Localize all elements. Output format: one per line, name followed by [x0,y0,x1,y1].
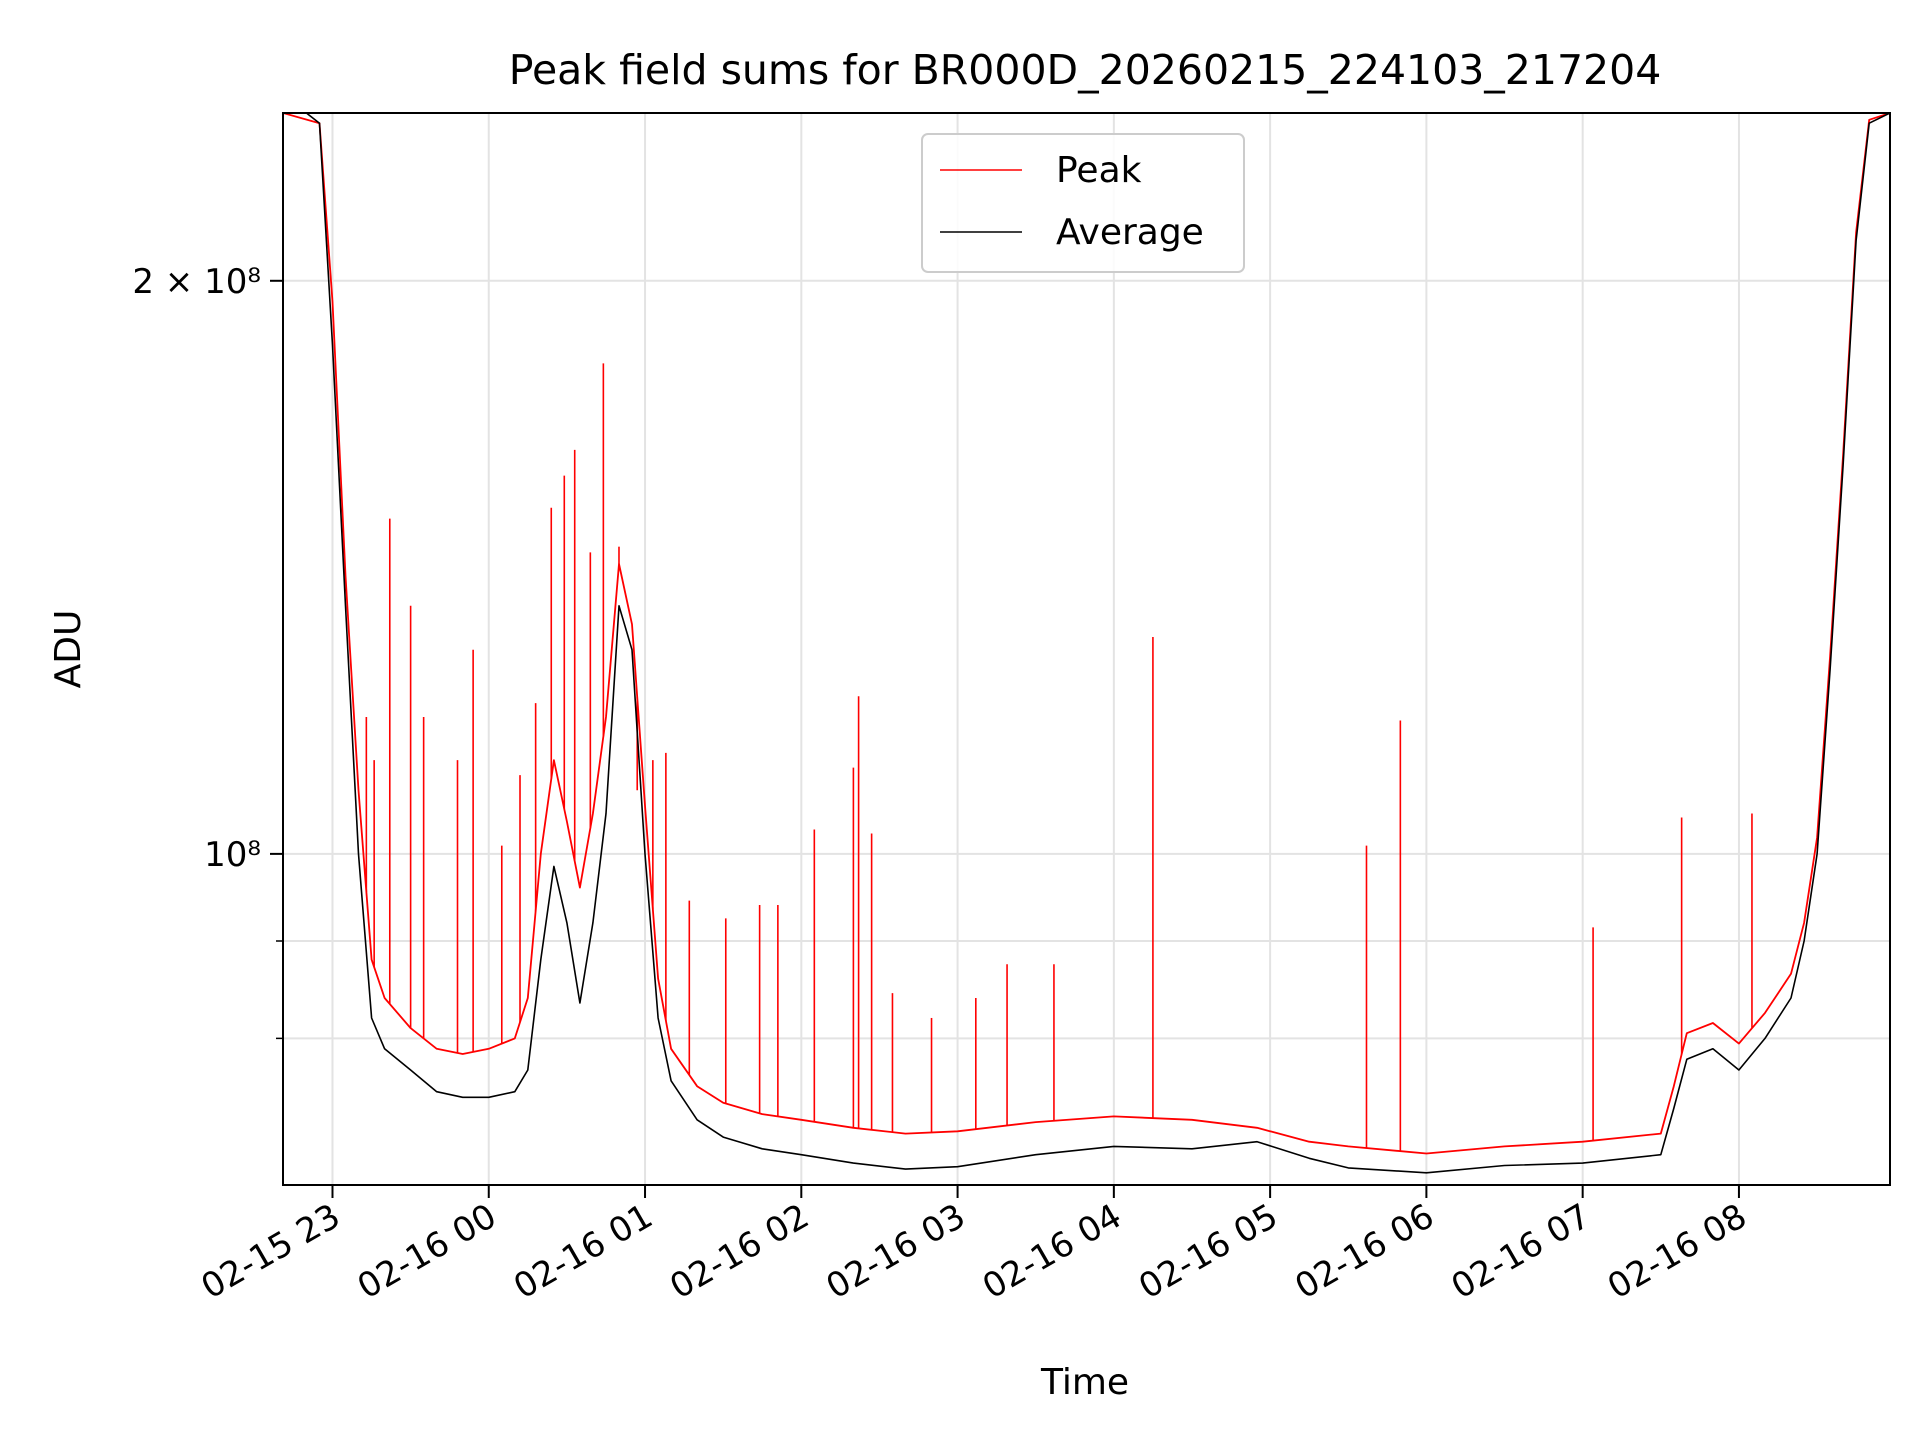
y-axis: 10⁸ 2 × 10⁸ [132,262,283,1040]
y-tick-label: 2 × 10⁸ [132,262,261,302]
series-layer [283,113,1890,1174]
legend: Peak Average [921,133,1245,273]
series-line-average [283,113,1890,1174]
grid [283,113,1890,1185]
x-axis-label: Time [1040,1362,1129,1403]
plot-frame [282,112,1891,1186]
legend-box [921,133,1245,273]
series-line-peak [283,113,1890,1155]
chart-title: Peak field sums for BR000D_20260215_2241… [509,46,1662,94]
y-axis-label: ADU [48,610,89,689]
y-tick-label: 10⁸ [204,835,261,875]
legend-label-peak: Peak [1056,150,1142,191]
legend-label-average: Average [1056,212,1204,253]
